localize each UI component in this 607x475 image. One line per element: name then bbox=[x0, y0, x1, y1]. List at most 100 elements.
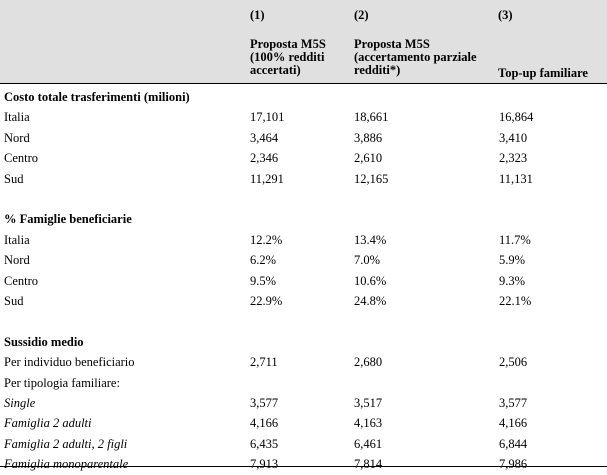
row-label: Per individuo beneficiario bbox=[4, 355, 135, 370]
row-label: Sussidio medio bbox=[4, 334, 84, 349]
cell-col3: 22.1% bbox=[499, 294, 532, 309]
cell-col2: 12,165 bbox=[354, 171, 389, 186]
table-row: Sud 11,291 12,165 11,131 bbox=[0, 169, 607, 189]
column-2-title-line-2: (accertamento parziale bbox=[354, 50, 477, 64]
cell-col1: 12.2% bbox=[250, 232, 283, 247]
cell-col2 bbox=[354, 189, 499, 209]
cell-col1 bbox=[250, 311, 354, 331]
cell-col1 bbox=[250, 189, 354, 209]
column-1-title-line-1: Proposta M5S bbox=[250, 37, 326, 51]
column-2-title: Proposta M5S (accertamento parziale redd… bbox=[354, 38, 490, 77]
cell-col2: 3,517 bbox=[354, 396, 383, 411]
cell-col3 bbox=[499, 87, 607, 107]
cell-col2 bbox=[354, 332, 499, 352]
cell-col1: 2,711 bbox=[250, 355, 278, 370]
row-label bbox=[0, 311, 250, 331]
cell-col2 bbox=[354, 311, 499, 331]
cell-col2: 2,610 bbox=[354, 151, 383, 166]
table-row: Single 3,577 3,517 3,577 bbox=[0, 393, 607, 413]
cell-col2 bbox=[354, 373, 499, 393]
table-header: (1) (2) (3) Proposta M5S (100% redditi a… bbox=[0, 0, 607, 84]
table-row: Nord 6.2% 7.0% 5.9% bbox=[0, 250, 607, 270]
cell-col3: 16,864 bbox=[499, 110, 534, 125]
cell-col2: 7,814 bbox=[354, 457, 383, 472]
row-label: Italia bbox=[4, 232, 30, 247]
cell-col3 bbox=[499, 373, 607, 393]
cell-col3: 3,410 bbox=[499, 130, 528, 145]
cell-col2: 10.6% bbox=[354, 273, 387, 288]
section-row-costo: Costo totale trasferimenti (milioni) bbox=[0, 87, 607, 107]
cell-col3: 5.9% bbox=[499, 253, 526, 268]
cell-col2: 6,461 bbox=[354, 436, 383, 451]
column-1-title-line-2: (100% redditi bbox=[250, 50, 325, 64]
cell-col1: 6.2% bbox=[250, 253, 277, 268]
column-3-number: (3) bbox=[498, 8, 513, 22]
row-label: Famiglia 2 adulti, 2 figli bbox=[4, 436, 128, 451]
cell-col1: 4,166 bbox=[250, 416, 279, 431]
spacer-row bbox=[0, 311, 607, 331]
cell-col3: 2,506 bbox=[499, 355, 528, 370]
row-label: Italia bbox=[4, 110, 30, 125]
cell-col2: 13.4% bbox=[354, 232, 387, 247]
cell-col1 bbox=[250, 332, 354, 352]
cell-col1: 9.5% bbox=[250, 273, 277, 288]
row-label: Sud bbox=[4, 294, 24, 309]
cell-col2: 4,163 bbox=[354, 416, 383, 431]
cell-col1: 22.9% bbox=[250, 294, 283, 309]
cell-col2: 7.0% bbox=[354, 253, 381, 268]
section-row-sussidio: Sussidio medio bbox=[0, 332, 607, 352]
row-label: Single bbox=[4, 396, 36, 411]
column-2-title-line-1: Proposta M5S bbox=[354, 37, 430, 51]
cell-col3 bbox=[499, 189, 607, 209]
cell-col1 bbox=[250, 87, 354, 107]
row-label: Per tipologia familiare: bbox=[4, 375, 120, 390]
row-label: Nord bbox=[4, 130, 30, 145]
row-label: Sud bbox=[4, 171, 24, 186]
row-label: Nord bbox=[4, 253, 30, 268]
cell-col2 bbox=[354, 209, 499, 229]
cell-col3: 11.7% bbox=[499, 232, 531, 247]
cell-col2: 24.8% bbox=[354, 294, 387, 309]
spacer-row bbox=[0, 189, 607, 209]
row-label: Famiglia monoparentale bbox=[4, 457, 129, 472]
row-label: Famiglia 2 adulti bbox=[4, 416, 92, 431]
column-3-title: Top-up familiare bbox=[498, 66, 588, 80]
cell-col3: 11,131 bbox=[499, 171, 533, 186]
cell-col1: 6,435 bbox=[250, 436, 279, 451]
cell-col2: 18,661 bbox=[354, 110, 389, 125]
row-label: Centro bbox=[4, 151, 39, 166]
cell-col3: 9.3% bbox=[499, 273, 526, 288]
table-row: Italia 12.2% 13.4% 11.7% bbox=[0, 230, 607, 250]
column-2-title-line-3: redditi*) bbox=[354, 63, 401, 77]
cell-col1 bbox=[250, 373, 354, 393]
column-1-title: Proposta M5S (100% redditi accertati) bbox=[250, 38, 346, 77]
cell-col1: 17,101 bbox=[250, 110, 285, 125]
table-row: Famiglia 2 adulti, 2 figli 6,435 6,461 6… bbox=[0, 434, 607, 454]
cell-col3 bbox=[499, 311, 607, 331]
cell-col1: 3,577 bbox=[250, 396, 279, 411]
data-table: Costo totale trasferimenti (milioni) Ita… bbox=[0, 87, 607, 475]
table-row: Italia 17,101 18,661 16,864 bbox=[0, 107, 607, 127]
table-row: Centro 2,346 2,610 2,323 bbox=[0, 148, 607, 168]
row-label: Costo totale trasferimenti (milioni) bbox=[4, 90, 190, 104]
cell-col3: 7,986 bbox=[499, 457, 528, 472]
column-2-number: (2) bbox=[354, 8, 369, 22]
table-row: Centro 9.5% 10.6% 9.3% bbox=[0, 271, 607, 291]
cell-col1: 7,913 bbox=[250, 457, 279, 472]
cell-col1 bbox=[250, 209, 354, 229]
row-label: % Famiglie beneficiarie bbox=[4, 212, 132, 227]
table-row: Sud 22.9% 24.8% 22.1% bbox=[0, 291, 607, 311]
cell-col2 bbox=[354, 87, 499, 107]
row-label bbox=[0, 189, 250, 209]
cell-col2: 3,886 bbox=[354, 130, 383, 145]
cell-col3: 3,577 bbox=[499, 396, 528, 411]
cell-col3: 2,323 bbox=[499, 151, 528, 166]
column-1-number: (1) bbox=[250, 8, 265, 22]
cell-col1: 3,464 bbox=[250, 130, 279, 145]
column-1-title-line-3: accertati) bbox=[250, 63, 301, 77]
cell-col1: 11,291 bbox=[250, 171, 284, 186]
cell-col3: 4,166 bbox=[499, 416, 528, 431]
cell-col3 bbox=[499, 209, 607, 229]
table-row: Per tipologia familiare: bbox=[0, 373, 607, 393]
